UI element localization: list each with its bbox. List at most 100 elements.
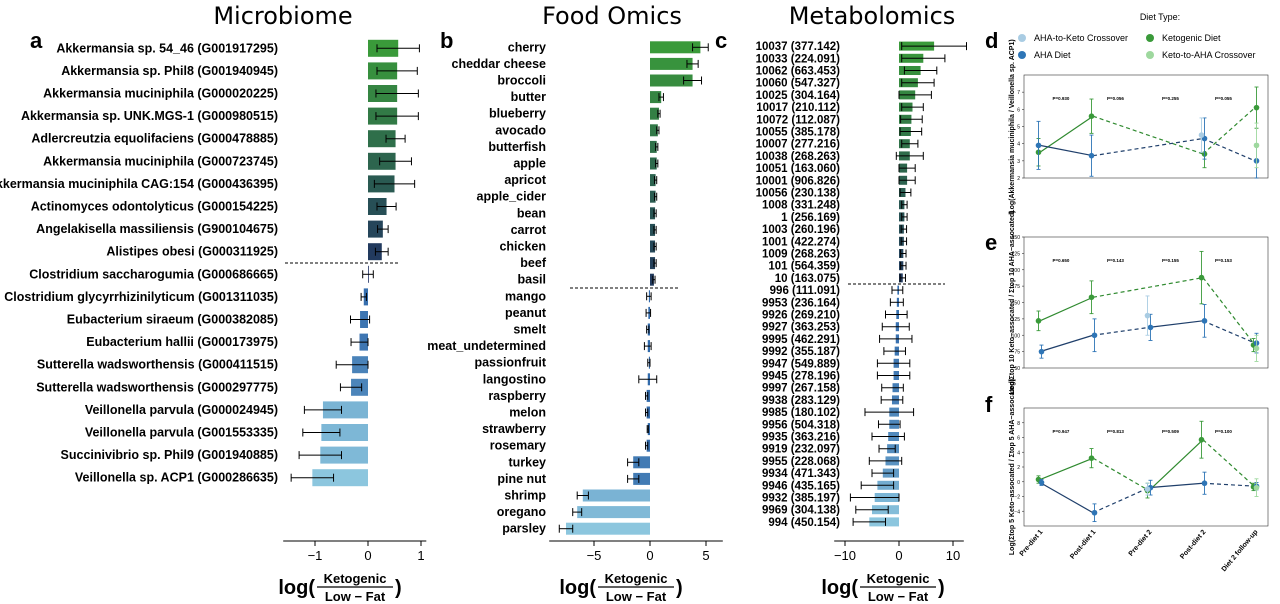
y-tick-label-f-1: −2 [1014,495,1020,501]
category-label-b-17: smelt [513,323,546,337]
y-tick-label-d-4: 6 [1017,107,1020,113]
category-label-c-33: 9919 (232.097) [762,444,840,456]
p-value-d-0: P=0.930 [1053,96,1070,101]
point-e-0-1 [1088,294,1095,301]
category-label-b-24: rosemary [490,439,546,453]
category-label-a-19: Veillonella sp. ACP1 (G000286635) [75,471,278,485]
series-line-e-aha-diet-1 [1092,326,1150,336]
series-line-e-aha-diet-2 [1148,320,1204,328]
category-label-b-16: peanut [505,306,547,320]
bar-b-5 [650,124,658,137]
category-label-a-10: Clostridium saccharogumia (G000686665) [29,267,278,281]
legend-swatch-2 [1018,51,1026,59]
chart-microbiome: Akkermansia sp. 54_46 (G001917295) Akkerm… [0,39,427,604]
category-label-a-13: Eubacterium hallii (G000173975) [86,335,278,349]
category-label-c-18: 101 (564.359) [768,261,840,273]
category-label-c-35: 9934 (471.343) [762,468,840,480]
category-label-b-14: basil [518,273,547,287]
category-label-c-37: 9932 (385.197) [762,493,840,505]
category-label-b-11: carrot [511,223,547,237]
y-tick-label-f-4: 4 [1017,450,1020,456]
p-value-f-3: P=0.100 [1215,429,1232,434]
category-label-b-4: blueberry [489,107,546,121]
y-label-f: Log(Σtop 5 Keto−assocated / Σtop 5 AHA−a… [1009,379,1016,555]
x-category-label-f-4: Diet 2 follow-up [1221,529,1260,573]
x-tick-label-b-0: −5 [587,548,602,563]
panel-b-title: Food Omics [542,2,682,30]
category-label-c-17: 1009 (268.263) [762,249,840,261]
category-label-c-0: 10037 (377.142) [756,41,841,53]
x-label-prefix-a: log( [278,577,315,599]
bar-b-10 [650,207,656,220]
category-label-a-3: Akkermansia sp. UNK.MGS-1 (G000980515) [21,109,278,123]
category-label-a-2: Akkermansia muciniphila (G000020225) [43,87,278,101]
category-label-c-14: 1 (256.169) [781,212,840,224]
category-label-c-31: 9956 (504.318) [762,419,840,431]
series-line-e-aha-diet-0 [1039,334,1094,353]
category-label-b-29: parsley [502,522,546,536]
point-f-0-1 [1088,455,1095,461]
panel-d-letter: d [985,28,998,53]
point-f-1-0 [1038,479,1045,486]
point-d-0-1 [1088,113,1095,119]
y-tick-label-f-3: 2 [1017,465,1020,471]
series-line-d-ketogenic-diet-2 [1202,107,1256,155]
point-d-5-0 [1253,142,1260,149]
series-line-d-aha-diet-2 [1202,137,1256,162]
category-label-a-6: Akkermansia muciniphila CAG:154 (G000436… [0,177,278,191]
category-label-b-3: butter [511,90,547,104]
category-label-c-7: 10055 (385.178) [756,127,841,139]
p-value-d-3: P=0.055 [1215,96,1232,101]
x-label-denominator-c: Low − Fat [868,589,929,604]
y-tick-label-d-2: 4 [1017,142,1020,148]
y-tick-label-d-5: 7 [1017,90,1020,96]
legend-label-2: AHA Diet [1034,50,1071,60]
bar-b-24 [646,439,650,452]
series-line-d-aha-diet-0 [1039,144,1094,157]
category-label-c-28: 9997 (267.158) [762,383,840,395]
category-label-b-7: apple [513,157,546,171]
x-label-numerator-a: Ketogenic [324,571,387,586]
p-value-e-0: P=0.650 [1053,258,1070,263]
chart-food-omics: cherry cheddar cheese broccoli butter bluebe… [427,40,723,604]
y-tick-label-d-3: 5 [1017,125,1020,131]
category-label-a-9: Alistipes obesi (G000311925) [106,245,278,259]
series-line-f-aha-diet-0 [1039,481,1094,514]
category-label-b-9: apple_cider [477,190,547,204]
category-label-b-23: strawberry [482,422,546,436]
plot-frame-d [1023,74,1269,179]
p-value-e-1: P=0.143 [1107,258,1124,263]
category-label-a-0: Akkermansia sp. 54_46 (G001917295) [56,41,278,55]
series-line-f-aha-diet-3 [1202,482,1256,487]
x-category-label-f-2: Pre-diet 2 [1128,529,1154,558]
category-label-c-29: 9938 (283.129) [762,395,840,407]
x-tick-label-a-1: 0 [364,548,371,563]
point-e-2-0 [1144,312,1151,319]
p-value-d-2: P=0.255 [1162,96,1179,101]
x-tick-label-c-1: 0 [895,548,902,563]
category-label-c-11: 10001 (906.826) [756,175,841,187]
category-label-a-4: Adlercreutzia equolifaciens (G000478885) [31,132,278,146]
category-label-b-27: shrimp [504,489,546,503]
x-category-label-f-3: Post-diet 2 [1179,529,1207,561]
point-e-1-0 [1038,348,1045,355]
category-label-c-38: 9969 (304.138) [762,505,840,517]
p-value-f-1: P=0.813 [1107,429,1124,434]
series-line-d-ketogenic-diet-0 [1039,115,1094,153]
x-label-prefix-c: log( [821,577,858,599]
category-label-c-21: 9953 (236.164) [762,297,840,309]
legend-label-1: Ketogenic Diet [1162,33,1221,43]
panel-e-letter: e [985,230,997,255]
bar-b-21 [646,389,650,402]
x-label-numerator-c: Ketogenic [867,571,930,586]
category-label-c-4: 10025 (304.164) [756,90,841,102]
x-tick-label-a-2: 1 [417,548,424,563]
bar-b-7 [650,157,657,170]
bar-b-14 [650,273,654,286]
y-tick-label-e-5: 175 [1012,284,1021,290]
point-d-1-1 [1253,104,1260,111]
series-line-e-ketogenic-diet-2 [1202,277,1256,346]
category-label-b-10: bean [517,206,546,220]
